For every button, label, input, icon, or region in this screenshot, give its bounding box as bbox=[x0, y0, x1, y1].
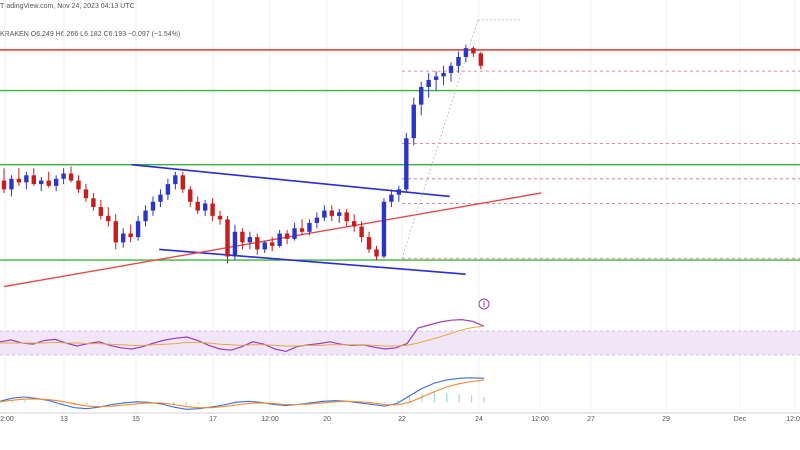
x-tick-label: 12:00 bbox=[786, 416, 800, 423]
candle-up bbox=[404, 138, 409, 190]
x-tick-label: 24 bbox=[475, 416, 483, 423]
candle-up bbox=[463, 48, 469, 57]
candle-down bbox=[359, 226, 364, 238]
candle-up bbox=[389, 194, 394, 202]
x-tick-label: 13 bbox=[60, 416, 68, 423]
candle-up bbox=[277, 233, 282, 246]
candle-down bbox=[91, 198, 96, 208]
candle-up bbox=[53, 178, 59, 186]
candle-up bbox=[337, 212, 342, 216]
rsi-signal-line bbox=[0, 325, 485, 347]
candle-up bbox=[61, 173, 66, 179]
candle-down bbox=[195, 201, 200, 211]
candle-down bbox=[329, 210, 334, 216]
candle-up bbox=[121, 233, 126, 243]
candle-down bbox=[106, 215, 111, 222]
candle-down bbox=[478, 53, 483, 66]
x-tick-label: 15 bbox=[132, 416, 140, 423]
candle-down bbox=[1, 180, 7, 190]
candle-up bbox=[433, 76, 439, 80]
candle-up bbox=[135, 221, 141, 238]
time-axis: 12:00 13 15 17 12:00 20 22 24 12:00 27 29 Dec 12:00 bbox=[0, 412, 800, 423]
candle-up bbox=[24, 175, 29, 183]
x-tick-label: 12:00 bbox=[261, 416, 279, 423]
macd-line bbox=[0, 377, 485, 410]
candle-up bbox=[448, 65, 454, 73]
candle-down bbox=[128, 233, 133, 238]
candle-down bbox=[299, 228, 305, 232]
candle-up bbox=[411, 104, 416, 139]
macd-pane[interactable] bbox=[0, 377, 485, 410]
candle-up bbox=[314, 217, 320, 223]
projection-diagonal bbox=[401, 19, 479, 259]
candle-up bbox=[202, 203, 208, 211]
macd-signal-line bbox=[0, 379, 485, 409]
candle-down bbox=[344, 212, 349, 222]
x-tick-label: Dec bbox=[734, 416, 747, 423]
candle-down bbox=[217, 215, 223, 220]
x-tick-label: 12:00 bbox=[0, 416, 14, 423]
candle-up bbox=[165, 184, 171, 195]
x-tick-label: 29 bbox=[662, 416, 670, 423]
candle-down bbox=[210, 203, 215, 216]
rsi-line bbox=[0, 318, 485, 353]
candle-down bbox=[471, 48, 476, 54]
candle-down bbox=[98, 207, 104, 216]
chart-source-header: TradingView.com, Nov 24, 2023 04:13 UTC bbox=[0, 3, 135, 10]
x-tick-label: 27 bbox=[587, 416, 595, 423]
candle-up bbox=[456, 56, 461, 66]
rsi-pane[interactable] bbox=[0, 318, 800, 356]
candle-up bbox=[441, 72, 446, 77]
ohlc-values: O6.249 H6.266 L6.182 C6.193 −0.097 (−1.5… bbox=[30, 31, 181, 38]
x-tick-label: 17 bbox=[209, 416, 217, 423]
candle-up bbox=[292, 228, 297, 239]
x-tick-label: 20 bbox=[323, 416, 331, 423]
candle-down bbox=[366, 237, 372, 250]
candle-up bbox=[232, 231, 238, 257]
candle-down bbox=[46, 180, 51, 186]
candle-down bbox=[351, 221, 357, 227]
candle-down bbox=[188, 189, 193, 202]
candle-up bbox=[396, 189, 402, 195]
rsi-band bbox=[0, 331, 800, 355]
candle-up bbox=[143, 210, 148, 222]
candle-up bbox=[381, 201, 387, 257]
candle-down bbox=[255, 237, 260, 250]
candle-down bbox=[270, 242, 275, 246]
candle-down bbox=[76, 180, 81, 190]
candle-up bbox=[426, 79, 431, 87]
candle-down bbox=[240, 231, 245, 243]
candle-down bbox=[83, 189, 89, 199]
candle-down bbox=[68, 173, 74, 181]
channel-lower-line bbox=[159, 248, 466, 275]
candle-down bbox=[180, 175, 185, 190]
x-tick-label: 22 bbox=[398, 416, 406, 423]
candle-up bbox=[247, 237, 253, 243]
candle-up bbox=[150, 201, 156, 211]
candle-down bbox=[31, 175, 36, 185]
candle-up bbox=[173, 175, 178, 185]
x-tick-label: 12:00 bbox=[531, 416, 549, 423]
exchange-label: KRAKEN bbox=[0, 31, 29, 38]
candle-up bbox=[307, 222, 312, 232]
candle-up bbox=[262, 242, 267, 250]
candle-down bbox=[113, 221, 118, 243]
candle-up bbox=[39, 180, 44, 185]
ohlc-readout: KRAKEN O6.249 H6.266 L6.182 C6.193 −0.09… bbox=[0, 31, 180, 38]
candle-up bbox=[9, 178, 14, 190]
candle-down bbox=[16, 178, 22, 183]
candle-up bbox=[158, 194, 163, 202]
candle-up bbox=[419, 86, 424, 105]
candle-down bbox=[225, 219, 230, 257]
candle-down bbox=[284, 233, 290, 239]
candle-down bbox=[374, 249, 379, 257]
candle-up bbox=[322, 210, 327, 218]
